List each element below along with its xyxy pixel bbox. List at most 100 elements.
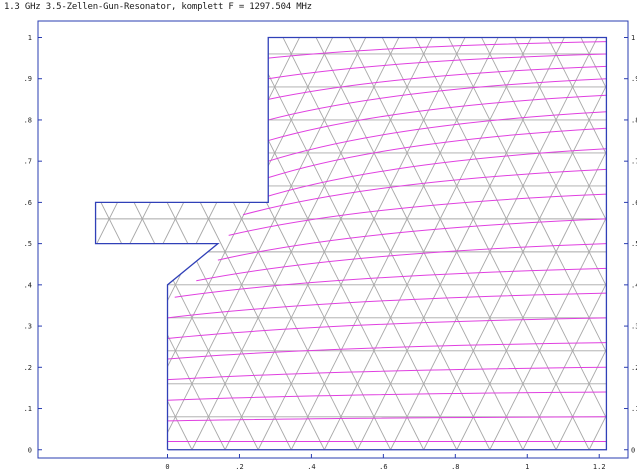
mesh-edge (539, 119, 557, 154)
mesh-edge (95, 37, 110, 55)
mesh-edge (439, 86, 458, 121)
mesh-edge (108, 119, 127, 154)
mesh-edge (141, 152, 160, 187)
mesh-edge (373, 119, 391, 154)
mesh-edge (274, 53, 292, 88)
mesh-edge (141, 284, 160, 319)
mesh-edge (274, 251, 292, 286)
mesh-edge (95, 53, 110, 88)
mesh-edge (605, 119, 607, 154)
field-line (167, 391, 607, 401)
mesh-edge (522, 383, 540, 417)
mesh-edge (406, 152, 425, 187)
mesh-edge (439, 317, 458, 352)
mesh-edge (141, 53, 160, 88)
mesh-edge (572, 37, 590, 55)
mesh-edge (406, 284, 425, 319)
mesh-edge (606, 0, 623, 21)
mesh-edge (373, 152, 391, 187)
mesh-edge (489, 37, 507, 55)
mesh-edge (290, 383, 309, 417)
mesh-edge (76, 54, 93, 87)
mesh-edge (555, 37, 573, 55)
mesh-edge (191, 383, 209, 417)
mesh-edge (489, 86, 507, 121)
mesh-edge (274, 317, 292, 352)
mesh-edge (506, 350, 524, 384)
mesh-edge (506, 152, 524, 187)
mesh-edge (191, 284, 209, 319)
y-tick-label: .1 (24, 405, 32, 413)
mesh-edge (257, 317, 276, 352)
mesh-edge (374, 0, 391, 21)
mesh-edge (555, 185, 573, 220)
mesh-edge (406, 119, 425, 154)
mesh-edge (423, 218, 441, 253)
mesh-edge (224, 86, 243, 121)
mesh-edge (95, 284, 110, 319)
mesh-edge (108, 350, 127, 384)
mesh-edge (257, 53, 276, 88)
mesh-edge (323, 416, 342, 450)
mesh-edge (390, 185, 408, 220)
mesh-edge (605, 416, 607, 450)
mesh-edge (489, 416, 507, 450)
mesh-edge (423, 317, 441, 352)
mesh-edge (539, 37, 557, 55)
mesh-edge (605, 86, 607, 121)
mesh-edge (457, 0, 474, 21)
mesh-edge (472, 317, 491, 352)
mesh-edge (357, 86, 375, 121)
mesh-edge (506, 119, 524, 154)
mesh-edge (522, 185, 540, 220)
mesh-edge (274, 284, 292, 319)
mesh-edge (307, 185, 325, 220)
mesh-edge (125, 53, 143, 88)
mesh-edge (208, 416, 226, 450)
mesh-edge (572, 185, 590, 220)
field-line (268, 94, 607, 142)
mesh-edge (76, 21, 93, 54)
plot-frame (37, 20, 629, 459)
mesh-edge (522, 284, 540, 319)
mesh-edge (60, 87, 77, 120)
y-tick-label-right: .3 (631, 323, 637, 331)
mesh-edge (290, 284, 309, 319)
mesh-edge (472, 185, 491, 220)
mesh-edge (125, 350, 143, 384)
mesh-edge (522, 152, 540, 187)
mesh-edge (274, 152, 292, 187)
mesh-edge (588, 218, 607, 253)
mesh-edge (175, 53, 193, 88)
mesh-edge (108, 284, 127, 319)
mesh-edge (423, 350, 441, 384)
mesh-edge (76, 285, 93, 318)
mesh-edge (307, 251, 325, 286)
mesh-edge (622, 87, 637, 120)
mesh-edge (323, 284, 342, 319)
mesh-edge (424, 0, 441, 21)
mesh-edge (175, 37, 193, 55)
mesh-edge (159, 0, 176, 21)
mesh-edge (290, 185, 309, 220)
field-line (167, 366, 607, 381)
cavity-boundary (94, 36, 608, 451)
mesh-edge (588, 185, 607, 220)
mesh-edge (175, 152, 193, 187)
mesh-edge (175, 86, 193, 121)
mesh-edge (191, 317, 209, 352)
mesh-edge (555, 251, 573, 286)
mesh-edge (373, 383, 391, 417)
mesh-edge (208, 119, 226, 154)
mesh-edge (308, 0, 325, 21)
y-tick-label: .6 (24, 199, 32, 207)
y-tick-label-right: .2 (631, 364, 637, 372)
mesh-edge (472, 383, 491, 417)
mesh-edge (572, 383, 590, 417)
mesh-edge (60, 21, 77, 54)
mesh-edge (555, 152, 573, 187)
mesh-edge (141, 218, 160, 253)
mesh-edge (506, 317, 524, 352)
mesh-edge (307, 350, 325, 384)
mesh-edge (622, 252, 637, 285)
